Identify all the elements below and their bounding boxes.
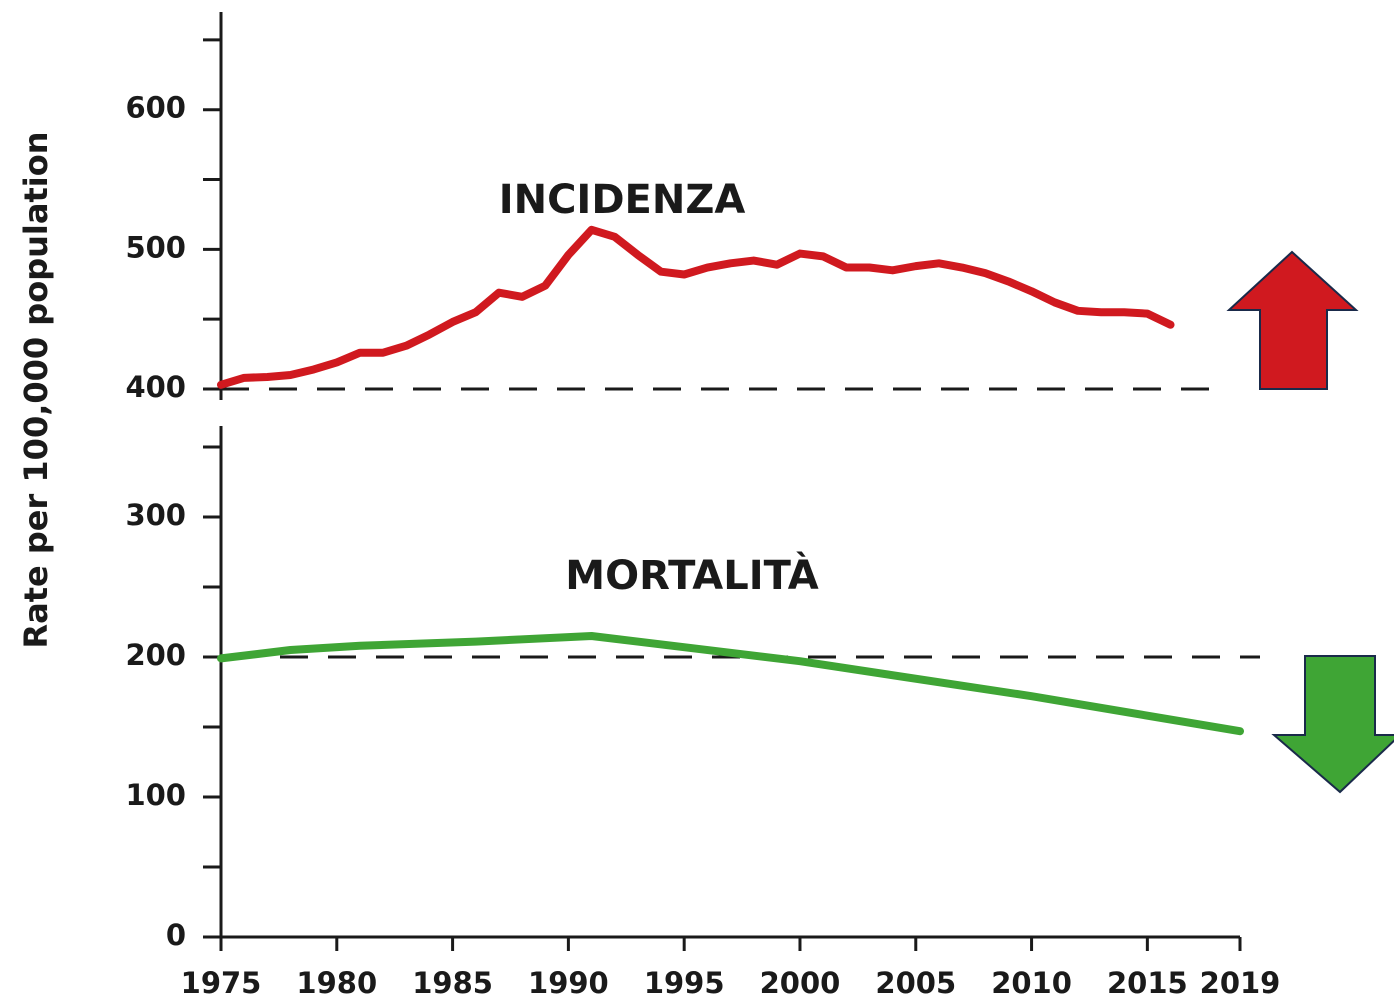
y-tick-label: 0 (166, 918, 186, 952)
x-tick-label: 2019 (1200, 966, 1281, 1000)
x-tick-label: 1980 (296, 966, 377, 1000)
x-tick-label: 2010 (991, 966, 1072, 1000)
y-tick-label: 100 (125, 778, 186, 812)
y-tick-label: 500 (125, 230, 186, 264)
x-tick-label: 2000 (760, 966, 841, 1000)
x-tick-label: 1975 (181, 966, 262, 1000)
down-arrow (1271, 655, 1394, 794)
y-tick-label: 200 (125, 638, 186, 672)
y-tick-label: 400 (125, 370, 186, 404)
series-label: MORTALITÀ (565, 551, 819, 599)
y-axis-label: Rate per 100,000 population (17, 132, 55, 649)
x-tick-label: 1985 (412, 966, 493, 1000)
series-label: INCIDENZA (499, 177, 746, 223)
x-tick-label: 1990 (528, 966, 609, 1000)
x-tick-label: 1995 (644, 966, 725, 1000)
y-tick-label: 600 (125, 91, 186, 125)
x-tick-label: 2005 (875, 966, 956, 1000)
x-tick-label: 2015 (1107, 966, 1188, 1000)
line-series (217, 632, 1244, 736)
line-series (217, 225, 1175, 389)
y-tick-label: 300 (125, 498, 186, 532)
up-arrow (1226, 250, 1359, 390)
